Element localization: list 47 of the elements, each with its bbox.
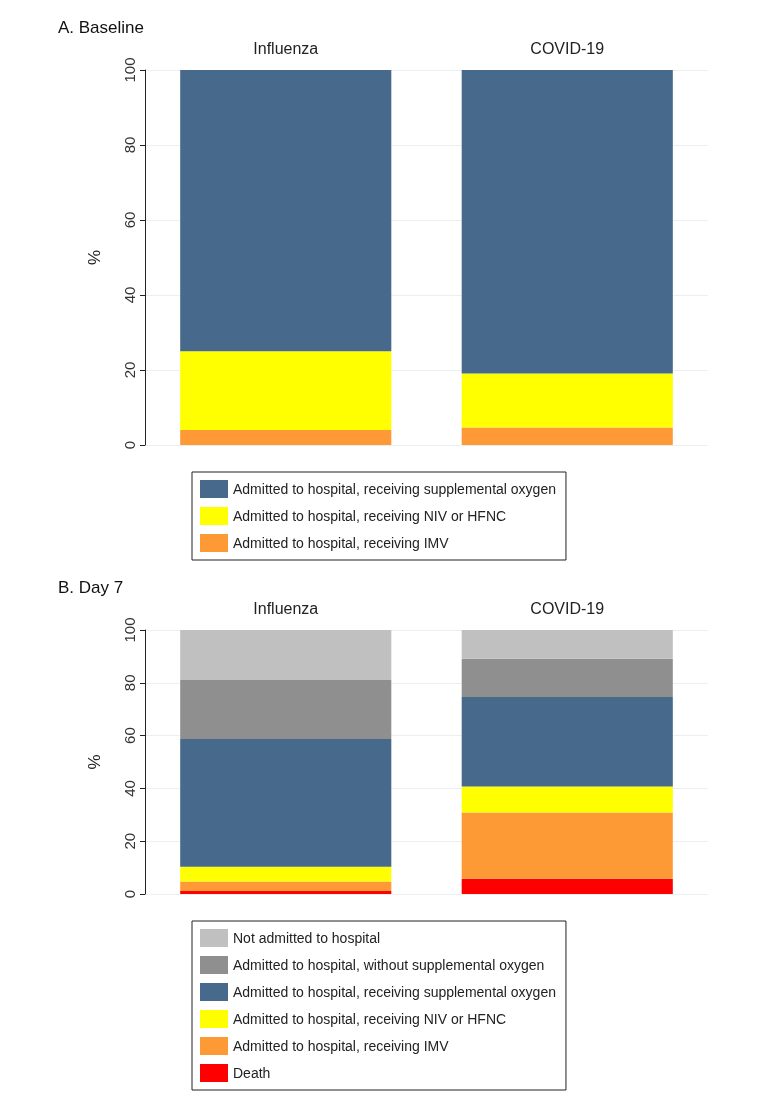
y-axis-title: % <box>85 249 104 266</box>
legend-label: Admitted to hospital, receiving IMV <box>233 535 450 551</box>
y-tick-label: 80 <box>121 136 138 154</box>
bar <box>461 658 673 698</box>
x-tick-label: COVID-19 <box>530 599 605 617</box>
legend-label: Death <box>233 1065 271 1081</box>
bar <box>461 70 673 374</box>
bar <box>180 70 392 352</box>
y-tick-label: 20 <box>121 832 138 850</box>
bar <box>180 630 392 680</box>
bar <box>180 351 392 430</box>
legend-label: Not admitted to hospital <box>233 930 381 946</box>
y-tick-label: 40 <box>121 780 138 797</box>
y-tick-label: 60 <box>121 211 138 229</box>
y-axis-title: % <box>85 754 104 770</box>
legend-label: Admitted to hospital, receiving NIV or HFNC <box>233 1011 507 1027</box>
bar <box>461 878 673 894</box>
bar <box>461 630 673 659</box>
x-tick-label: Influenza <box>253 39 319 57</box>
y-tick-label: 100 <box>121 617 138 643</box>
y-tick-label: 60 <box>121 727 138 744</box>
bar <box>461 697 673 787</box>
legend-label: Admitted to hospital, without supplemental oxygen <box>233 957 545 973</box>
chart-title: B. Day 7 <box>58 578 124 597</box>
bar <box>461 427 673 445</box>
y-tick-label: 100 <box>121 57 138 83</box>
legend-label: Admitted to hospital, receiving IMV <box>233 1038 450 1054</box>
bar <box>461 786 673 813</box>
y-tick-label: 0 <box>121 440 138 450</box>
x-tick-label: COVID-19 <box>530 39 605 57</box>
bar <box>180 881 392 892</box>
bar <box>180 739 392 867</box>
y-tick-label: 40 <box>121 286 138 304</box>
legend-label: Admitted to hospital, receiving NIV or HFNC <box>233 508 507 524</box>
y-tick-label: 80 <box>121 674 138 692</box>
x-tick-label: Influenza <box>253 599 319 617</box>
y-tick-label: 20 <box>121 361 138 379</box>
legend-label: Admitted to hospital, receiving supplemental oxygen <box>233 481 556 497</box>
bar <box>461 812 673 879</box>
bar <box>461 373 673 428</box>
bar <box>180 679 392 740</box>
legend-label: Admitted to hospital, receiving supplemental oxygen <box>233 984 556 1000</box>
bar <box>180 430 392 445</box>
chart-title: A. Baseline <box>58 18 144 37</box>
bar <box>180 891 392 894</box>
y-tick-label: 0 <box>121 889 138 899</box>
bar <box>180 866 392 882</box>
